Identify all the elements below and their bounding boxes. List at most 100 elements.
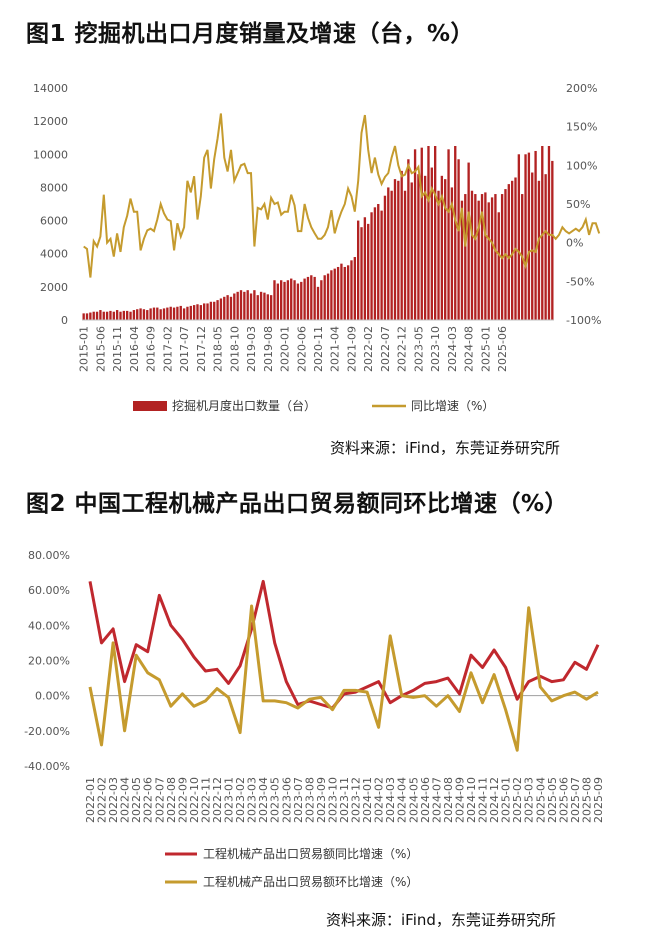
bar (464, 194, 467, 320)
y-left-tick-label: 12000 (33, 115, 68, 128)
bar (166, 307, 169, 320)
x-tick-label: 2015-11 (111, 326, 124, 372)
bar (544, 174, 547, 320)
bar (216, 300, 219, 320)
y-right-tick-label: 0% (566, 237, 583, 250)
bar (286, 280, 290, 320)
y-tick-label: -40.00% (24, 760, 70, 773)
bar (142, 309, 146, 320)
bar (417, 174, 420, 320)
x-tick-label: 2023-07 (292, 777, 305, 823)
bar (380, 210, 383, 320)
x-tick-label: 2024-03 (446, 326, 459, 372)
y-left-tick-label: 14000 (33, 82, 68, 95)
bar (454, 146, 457, 320)
bar (370, 212, 373, 320)
x-tick-label: 2022-08 (165, 777, 178, 823)
x-tick-label: 2024-12 (488, 777, 501, 823)
bar (139, 308, 142, 320)
x-tick-label: 2024-07 (430, 777, 443, 823)
bar (393, 179, 397, 320)
bar (320, 280, 323, 320)
bar (179, 305, 182, 320)
bar (259, 291, 263, 320)
x-tick-label: 2024-06 (419, 777, 432, 823)
bar (82, 313, 85, 320)
x-tick-label: 2024-02 (373, 777, 386, 823)
bar (377, 204, 380, 320)
bar (524, 154, 527, 320)
x-tick-label: 2024-08 (442, 777, 455, 823)
bar (507, 184, 510, 320)
bar (95, 311, 99, 320)
x-tick-label: 2022-06 (142, 777, 155, 823)
bar (367, 223, 370, 320)
bar (433, 146, 437, 320)
bar (346, 265, 350, 320)
bar (280, 280, 283, 320)
x-tick-label: 2023-03 (246, 777, 259, 823)
bar (387, 187, 390, 320)
bar (547, 146, 551, 320)
x-tick-label: 2025-04 (534, 777, 547, 823)
bar (109, 310, 112, 320)
bar (229, 296, 233, 320)
bar (306, 276, 310, 320)
bar (400, 170, 403, 320)
bar (256, 295, 259, 320)
bar (219, 298, 223, 320)
bar (413, 149, 417, 320)
bar (283, 281, 286, 320)
y-right-tick-label: 100% (566, 159, 597, 172)
x-tick-label: 2023-10 (429, 326, 442, 372)
bar (132, 310, 136, 320)
bar (517, 154, 521, 320)
bar (450, 187, 454, 320)
bar (353, 257, 356, 320)
bar (136, 309, 139, 320)
x-tick-label: 2025-06 (557, 777, 570, 823)
bar (350, 260, 353, 320)
x-tick-label: 2015-01 (78, 326, 91, 372)
bar (373, 207, 377, 320)
legend-yoy-label: 工程机械产品出口贸易额同比增速（%） (203, 846, 418, 861)
bar (531, 172, 534, 320)
bar (189, 305, 192, 320)
x-tick-label: 2025-02 (511, 777, 524, 823)
bar (326, 273, 330, 320)
bar (253, 290, 256, 320)
x-tick-label: 2022-12 (396, 326, 409, 372)
x-tick-label: 2022-02 (96, 777, 109, 823)
figure2-source: 资料来源：iFind，东莞证券研究所 (326, 911, 556, 929)
x-tick-label: 2021-09 (345, 326, 358, 372)
y-left-tick-label: 2000 (40, 281, 68, 294)
bar (316, 286, 320, 320)
bar (427, 146, 430, 320)
bar (146, 310, 149, 320)
bar (313, 276, 316, 320)
legend-bar-label: 挖掘机月度出口数量（台） (172, 398, 316, 413)
yoy-line (88, 579, 600, 710)
x-tick-label: 2025-06 (496, 326, 509, 372)
x-tick-label: 2024-11 (477, 777, 490, 823)
x-tick-label: 2023-01 (223, 777, 236, 823)
bar (363, 217, 367, 320)
bar (203, 303, 206, 320)
x-tick-label: 2020-06 (295, 326, 308, 372)
bar (233, 293, 236, 320)
bar (223, 296, 226, 320)
bar (119, 311, 122, 320)
bar (480, 194, 484, 320)
bar (269, 295, 273, 320)
x-tick-label: 2017-02 (161, 326, 174, 372)
bar (112, 311, 115, 320)
bar (102, 311, 105, 320)
bar (336, 266, 340, 320)
figure1-title: 图1 挖掘机出口月度销量及增速（台，%） (26, 21, 475, 47)
bar (510, 180, 514, 320)
y-right-tick-label: 50% (566, 198, 590, 211)
bar (440, 175, 444, 320)
y-right-tick-label: 150% (566, 121, 597, 134)
bar (356, 220, 360, 320)
